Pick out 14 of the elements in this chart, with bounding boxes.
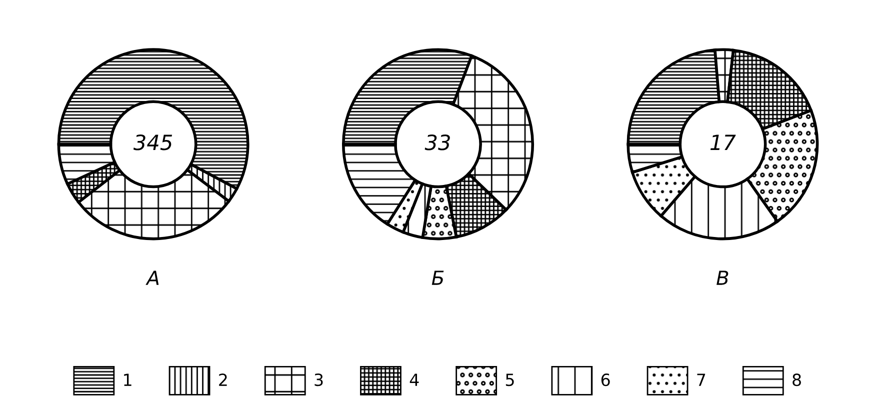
text: А [146,270,159,285]
text: Б [432,270,444,285]
legend-label: 8 [792,374,801,386]
text: В [716,270,728,285]
text: 17 [710,134,736,150]
legend-label: 1 [124,374,132,386]
legend-label: 4 [410,374,419,386]
legend-label: 5 [506,374,514,386]
legend-label: 3 [314,374,323,386]
legend-label: 2 [219,374,227,386]
text: 345 [133,134,172,150]
text: 33 [424,134,450,150]
legend-label: 7 [697,374,706,386]
legend-label: 6 [601,374,610,386]
